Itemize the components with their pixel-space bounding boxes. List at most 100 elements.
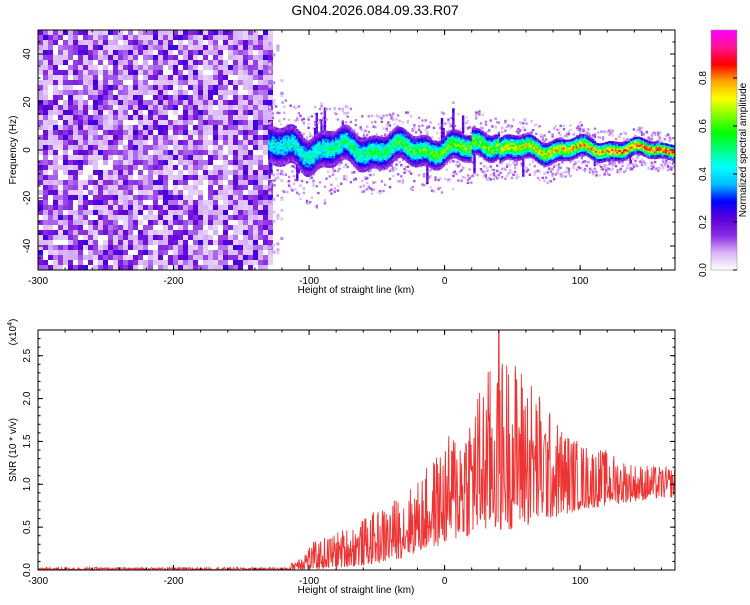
heatmap-cell [178,260,183,265]
heatmap-cell [68,145,73,150]
heatmap-cell [284,126,288,129]
heatmap-cell [284,139,288,142]
heatmap-cell [452,152,455,155]
heatmap-cell [315,132,318,135]
heatmap-cell [183,185,188,190]
heatmap-cell [385,160,388,164]
heatmap-cell [439,126,442,129]
heatmap-cell [133,115,138,120]
heatmap-cell [98,40,103,45]
heatmap-cell [315,185,318,188]
heatmap-cell [271,137,275,140]
heatmap-cell [367,158,370,161]
heatmap-cell [158,260,163,265]
heatmap-cell [405,145,408,148]
heatmap-cell [287,134,291,137]
heatmap-cell [302,121,305,124]
heatmap-cell [208,65,213,70]
heatmap-cell [233,115,238,120]
heatmap-cell [78,205,83,210]
heatmap-cell [38,60,43,65]
heatmap-cell [278,135,281,139]
heatmap-cell [340,130,343,133]
heatmap-cell [435,154,439,158]
heatmap-cell [447,179,450,183]
heatmap-cell [188,30,193,35]
heatmap-cell [128,180,133,185]
heatmap-cell [287,147,291,150]
heatmap-cell [335,134,338,137]
heatmap-cell [88,245,93,250]
heatmap-cell [453,133,457,136]
heatmap-cell [304,158,307,161]
heatmap-cell [387,155,390,158]
heatmap-cell [43,115,48,120]
heatmap-cell [302,147,305,150]
heatmap-cell [367,170,370,173]
heatmap-cell [396,127,400,130]
heatmap-cell [457,151,460,154]
heatmap-cell [442,141,445,144]
heatmap-cell [377,161,380,164]
heatmap-cell [318,143,322,146]
heatmap-cell [148,65,153,70]
heatmap-cell [385,166,388,169]
heatmap-cell [414,155,418,158]
heatmap-cell [390,162,393,165]
heatmap-cell [313,156,317,159]
heatmap-cell [375,139,379,142]
heatmap-cell [453,142,457,145]
heatmap-cell [279,156,283,160]
heatmap-cell [48,245,53,250]
heatmap-cell [168,255,173,260]
heatmap-cell [193,170,198,175]
heatmap-cell [274,152,278,155]
heatmap-cell [313,106,317,109]
heatmap-cell [270,147,273,150]
heatmap-cell [385,155,388,158]
heatmap-cell [343,136,346,139]
heatmap-cell [392,131,395,134]
heatmap-cell [143,175,148,180]
heatmap-cell [133,145,138,150]
heatmap-cell [58,50,63,55]
heatmap-cell [305,163,309,166]
heatmap-cell [302,151,305,154]
heatmap-cell [388,159,392,163]
heatmap-cell [103,175,108,180]
heatmap-cell [73,230,78,235]
heatmap-cell [338,156,341,159]
heatmap-cell [73,65,78,70]
heatmap-cell [113,190,118,195]
heatmap-cell [323,147,327,151]
heatmap-cell [343,165,346,169]
heatmap-cell [457,179,460,182]
heatmap-cell [409,161,413,164]
heatmap-cell [379,167,382,170]
heatmap-cell [421,146,424,149]
heatmap-cell [233,100,238,105]
heatmap-cell [388,161,392,165]
heatmap-cell [287,157,291,160]
heatmap-cell [317,153,320,156]
heatmap-cell [73,100,78,105]
heatmap-cell [400,148,403,151]
heatmap-cell [312,139,315,142]
heatmap-cell [401,154,405,157]
heatmap-cell [297,105,301,108]
heatmap-cell [421,142,424,145]
heatmap-cell [422,150,426,153]
heatmap-cell [238,185,243,190]
heatmap-cell [429,186,432,189]
heatmap-cell [307,163,310,166]
heatmap-cell [213,170,218,175]
heatmap-cell [98,110,103,115]
heatmap-cell [444,147,447,150]
heatmap-cell [452,121,455,124]
heatmap-cell [113,100,118,105]
heatmap-cell [118,85,123,90]
heatmap-cell [310,142,314,145]
heatmap-cell [447,149,450,152]
heatmap-cell [320,159,323,162]
heatmap-cell [429,152,432,155]
